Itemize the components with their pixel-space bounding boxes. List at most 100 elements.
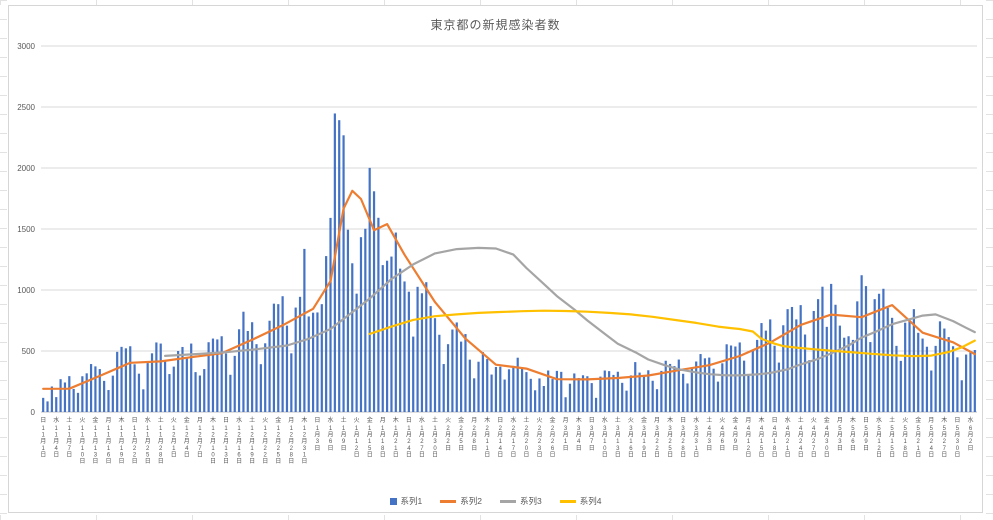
bar[interactable] <box>272 303 276 412</box>
bar[interactable] <box>908 318 911 412</box>
bar[interactable] <box>246 330 249 412</box>
bar[interactable] <box>172 366 175 412</box>
bar[interactable] <box>860 275 863 412</box>
series-line-2[interactable] <box>42 189 976 390</box>
bar[interactable] <box>499 366 502 412</box>
bar[interactable] <box>190 343 193 412</box>
bar[interactable] <box>150 353 154 412</box>
bar[interactable] <box>786 309 789 412</box>
bar[interactable] <box>555 370 558 412</box>
bar[interactable] <box>564 397 567 412</box>
legend-item-3[interactable]: 系列3 <box>500 495 542 507</box>
bar[interactable] <box>394 232 397 412</box>
bar[interactable] <box>420 293 424 412</box>
bar[interactable] <box>760 323 763 412</box>
bar[interactable] <box>599 376 602 412</box>
bar[interactable] <box>390 256 393 412</box>
bar[interactable] <box>403 281 406 412</box>
bar[interactable] <box>346 229 350 412</box>
bar[interactable] <box>703 358 707 412</box>
bar[interactable] <box>799 305 802 412</box>
bar[interactable] <box>673 366 676 412</box>
bar[interactable] <box>72 388 75 412</box>
bar[interactable] <box>446 344 450 412</box>
bar[interactable] <box>803 334 807 412</box>
bar[interactable] <box>377 217 380 412</box>
bar[interactable] <box>621 382 624 412</box>
bar[interactable] <box>220 336 223 412</box>
bar[interactable] <box>46 401 49 412</box>
bar[interactable] <box>468 359 471 412</box>
bar[interactable] <box>925 346 929 412</box>
bar[interactable] <box>124 348 127 412</box>
bar[interactable] <box>442 364 445 412</box>
bar[interactable] <box>682 373 685 412</box>
bar[interactable] <box>851 339 855 412</box>
bar[interactable] <box>338 120 341 413</box>
bar[interactable] <box>85 373 88 412</box>
bar[interactable] <box>433 318 437 412</box>
bar[interactable] <box>242 311 245 412</box>
bar[interactable] <box>642 375 646 412</box>
bar[interactable] <box>329 217 332 412</box>
bar[interactable] <box>359 237 363 412</box>
bar[interactable] <box>429 306 432 412</box>
bar[interactable] <box>869 342 872 412</box>
bar[interactable] <box>886 307 889 412</box>
bar[interactable] <box>891 317 894 412</box>
bar[interactable] <box>155 342 158 412</box>
bar[interactable] <box>490 374 493 412</box>
bar[interactable] <box>969 352 972 412</box>
bar[interactable] <box>351 263 354 412</box>
bar[interactable] <box>216 339 219 412</box>
bar[interactable] <box>756 339 759 412</box>
bar[interactable] <box>695 361 698 412</box>
bar[interactable] <box>89 364 93 412</box>
legend-item-1[interactable]: 系列1 <box>389 495 422 507</box>
bar[interactable] <box>185 357 188 412</box>
bar[interactable] <box>899 360 902 412</box>
bar[interactable] <box>237 329 241 412</box>
bar[interactable] <box>895 345 898 412</box>
bar[interactable] <box>251 322 254 412</box>
bar[interactable] <box>59 379 62 412</box>
bar[interactable] <box>812 310 815 412</box>
bar[interactable] <box>120 346 123 412</box>
bar[interactable] <box>285 325 289 412</box>
bar[interactable] <box>320 304 323 412</box>
bar[interactable] <box>98 369 101 412</box>
bar[interactable] <box>664 360 667 412</box>
bar[interactable] <box>512 365 515 412</box>
bar[interactable] <box>912 309 915 412</box>
bar[interactable] <box>629 375 632 412</box>
bar[interactable] <box>68 376 71 412</box>
bar[interactable] <box>716 381 720 412</box>
bar[interactable] <box>111 375 114 412</box>
bar[interactable] <box>721 363 724 412</box>
bar[interactable] <box>568 383 572 412</box>
bar[interactable] <box>790 306 794 412</box>
bar[interactable] <box>516 357 519 412</box>
bar[interactable] <box>294 307 297 412</box>
bar[interactable] <box>956 357 959 412</box>
legend-item-2[interactable]: 系列2 <box>440 495 482 507</box>
bar[interactable] <box>464 334 467 412</box>
bar[interactable] <box>159 343 162 412</box>
bar[interactable] <box>773 345 776 412</box>
bar[interactable] <box>137 373 141 412</box>
bar[interactable] <box>55 397 58 412</box>
bar[interactable] <box>699 354 702 412</box>
bar[interactable] <box>503 379 506 412</box>
bar[interactable] <box>473 378 476 412</box>
bar[interactable] <box>81 376 84 412</box>
bar[interactable] <box>690 367 693 412</box>
bar[interactable] <box>725 344 728 412</box>
bar[interactable] <box>825 326 828 412</box>
bar[interactable] <box>938 321 942 412</box>
bar[interactable] <box>834 304 837 412</box>
bar[interactable] <box>708 357 711 412</box>
bar[interactable] <box>364 228 367 412</box>
bar[interactable] <box>372 191 376 412</box>
bar[interactable] <box>259 364 262 412</box>
bar[interactable] <box>612 374 615 412</box>
